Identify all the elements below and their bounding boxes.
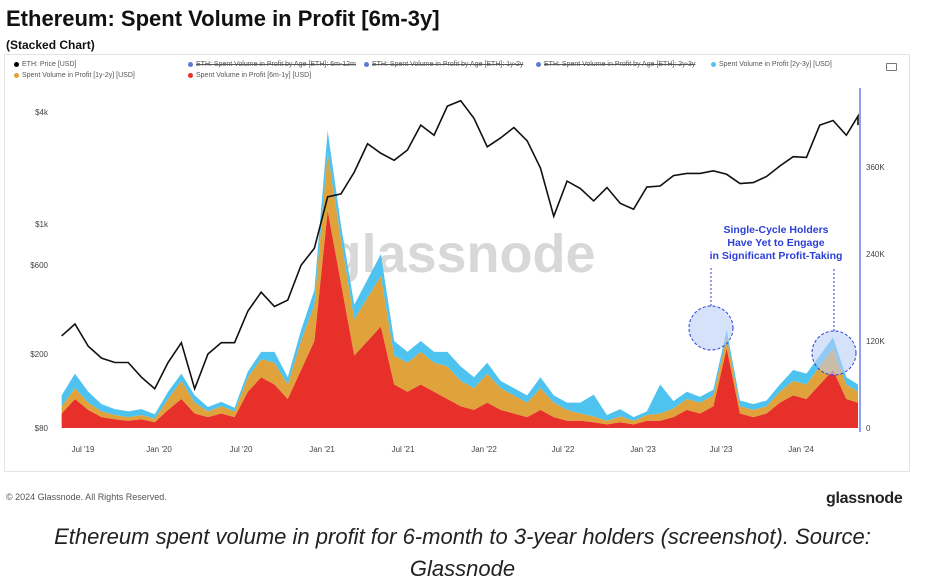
annotation-line: Single-Cycle Holders: [723, 224, 828, 236]
legend-dot-icon: [364, 62, 369, 67]
annotation-line: in Significant Profit-Taking: [710, 250, 843, 262]
left-axis-tick: $1k: [35, 220, 49, 229]
legend-dot-icon: [711, 62, 716, 67]
copyright: © 2024 Glassnode. All Rights Reserved.: [6, 492, 167, 502]
left-axis-tick: $600: [30, 261, 48, 270]
glassnode-logo: glassnode: [826, 490, 903, 507]
x-axis-tick: Jul '22: [552, 445, 575, 454]
legend-label: Spent Volume in Profit [1y-2y] [USD]: [22, 72, 135, 79]
x-axis-tick: Jul '20: [230, 445, 253, 454]
legend-label: ETH: Spent Volume in Profit by Age [ETH]…: [544, 61, 696, 68]
legend-eth-price[interactable]: ETH: Price [USD]: [14, 61, 76, 68]
annotation-line: Have Yet to Engage: [727, 237, 824, 249]
watermark: glassnode: [328, 224, 595, 284]
chart-panel: [4, 54, 910, 472]
x-axis-tick: Jul '21: [392, 445, 415, 454]
x-axis-tick: Jan '24: [788, 445, 814, 454]
chart-svg: glassnode $80 $200 $600 $1k $4k 0 120K 240K 360K…: [30, 88, 885, 454]
left-axis-tick: $80: [35, 424, 49, 433]
area-spent-volume-in-profit-1y-2y-usd-: [61, 152, 859, 425]
annotation-circle: [688, 305, 734, 351]
legend-2y-3y-usd[interactable]: Spent Volume in Profit [2y-3y] [USD]: [711, 61, 832, 68]
legend-label: Spent Volume in Profit [2y-3y] [USD]: [719, 61, 832, 68]
annotation: Single-Cycle Holders Have Yet to Engage …: [688, 224, 857, 376]
right-axis-tick: 240K: [866, 250, 885, 259]
legend-dot-icon: [536, 62, 541, 67]
legend-label: Spent Volume in Profit [6m-1y] [USD]: [196, 72, 312, 79]
legend-1y-2y-usd[interactable]: Spent Volume in Profit [1y-2y] [USD]: [14, 72, 135, 79]
legend-label: ETH: Spent Volume in Profit by Age [ETH]…: [372, 61, 524, 68]
x-axis-tick: Jul '19: [72, 445, 95, 454]
right-axis-tick: 120K: [866, 337, 885, 346]
right-axis-tick: 360K: [866, 163, 885, 172]
area-spent-volume-in-profit-2y-3y-usd-: [61, 130, 859, 421]
camera-icon[interactable]: [886, 63, 897, 71]
legend-6m-1y-usd[interactable]: Spent Volume in Profit [6m-1y] [USD]: [188, 72, 311, 79]
x-axis-tick: Jan '23: [630, 445, 656, 454]
price-line: [61, 99, 859, 392]
legend-eth-2y-3y[interactable]: ETH: Spent Volume in Profit by Age [ETH]…: [536, 61, 695, 68]
legend-dot-icon: [188, 73, 193, 78]
legend-dot-icon: [188, 62, 193, 67]
legend-eth-6m-12m[interactable]: ETH: Spent Volume in Profit by Age [ETH]…: [188, 61, 356, 68]
page-title: Ethereum: Spent Volume in Profit [6m-3y]: [6, 6, 440, 31]
legend-dot-icon: [14, 73, 19, 78]
annotation-circle: [811, 330, 857, 376]
x-axis-tick: Jan '20: [146, 445, 172, 454]
area-spent-volume-in-profit-6m-1y-usd-: [61, 210, 859, 428]
left-axis-tick: $200: [30, 350, 48, 359]
chart-subtitle: (Stacked Chart): [6, 38, 95, 52]
x-axis-tick: Jan '21: [309, 445, 335, 454]
caption-line: Glassnode: [409, 556, 516, 581]
x-axis-tick: Jan '22: [471, 445, 497, 454]
legend-dot-icon: [14, 62, 19, 67]
right-axis-tick: 0: [866, 424, 871, 433]
x-axis-tick: Jul '23: [710, 445, 733, 454]
legend-label: ETH: Price [USD]: [22, 61, 77, 68]
legend-label: ETH: Spent Volume in Profit by Age [ETH]…: [196, 61, 356, 68]
left-axis-tick: $4k: [35, 108, 49, 117]
legend-eth-1y-2y[interactable]: ETH: Spent Volume in Profit by Age [ETH]…: [364, 61, 523, 68]
caption-line: Ethereum spent volume in profit for 6-mo…: [54, 524, 871, 549]
